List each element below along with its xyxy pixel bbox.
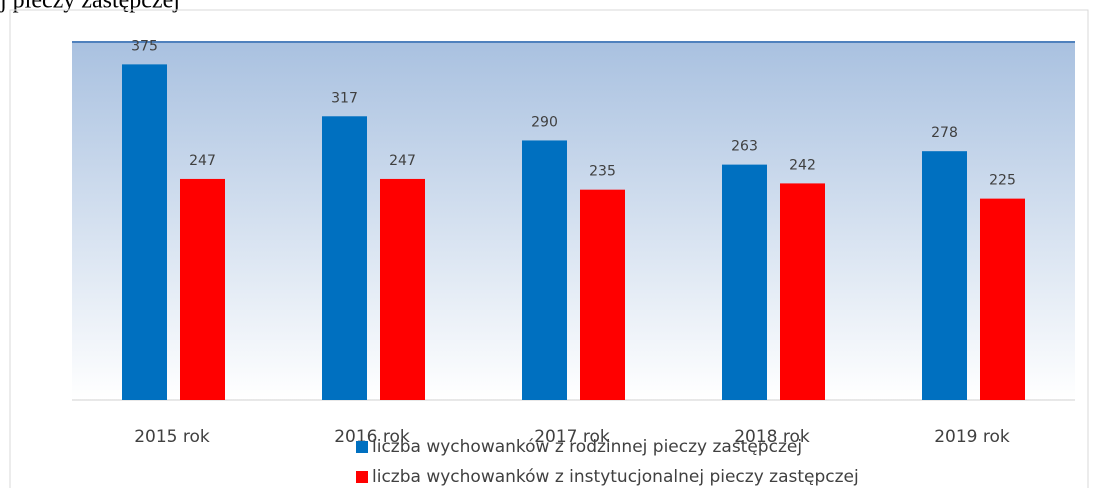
bar [922,151,967,400]
bar [380,178,425,400]
legend-swatch [356,471,368,483]
bar [980,198,1025,400]
bar [322,116,367,400]
data-label: 247 [189,153,216,169]
bar [180,178,225,400]
data-label: 290 [531,114,558,130]
x-tick-label: 2015 rok [134,427,210,447]
legend-label: liczba wychowanków z instytucjonalnej pi… [372,467,859,487]
bar [780,183,825,400]
plot-area [72,42,1075,400]
data-label: 263 [731,139,758,155]
bar [122,64,167,400]
x-tick-label: 2017 rok [534,427,610,447]
x-tick-label: 2016 rok [334,427,410,447]
data-label: 242 [789,157,816,173]
x-tick-label: 2019 rok [934,427,1010,447]
legend-swatch [356,441,368,453]
frame [9,9,1089,488]
x-tick-label: 2018 rok [734,427,810,447]
data-label: 247 [389,153,416,169]
bar [722,164,767,400]
bar [522,140,567,400]
legend-label: liczba wychowanków z rodzinnej pieczy za… [372,437,802,457]
caption: j pieczy zastępczej [0,0,180,14]
bar [580,189,625,400]
data-label: 235 [589,164,616,180]
data-label: 225 [989,173,1016,189]
data-label: 375 [131,38,158,54]
data-label: 317 [331,90,358,106]
data-label: 278 [931,125,958,141]
